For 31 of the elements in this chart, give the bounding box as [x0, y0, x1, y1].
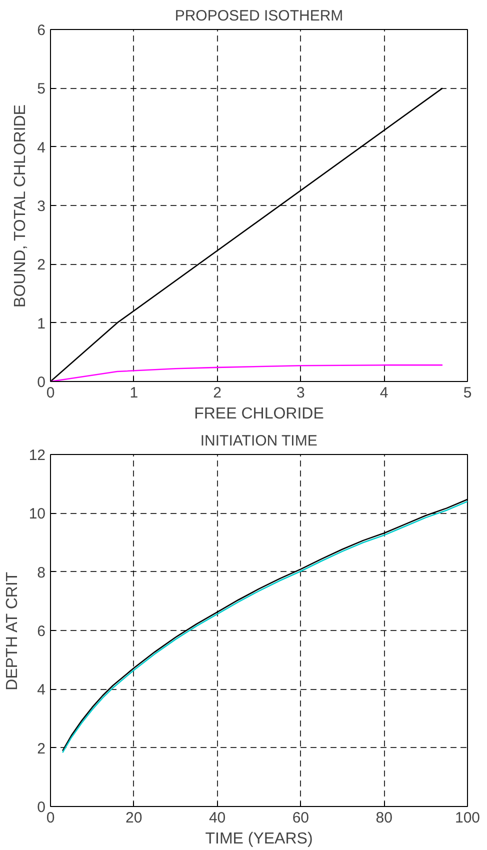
x-tick-label: 4 [380, 384, 388, 402]
chart-title: INITIATION TIME [200, 432, 318, 450]
x-tick-label: 1 [130, 384, 138, 402]
y-tick-label: 6 [37, 623, 46, 640]
y-tick-label: 8 [37, 564, 46, 582]
y-tick-label: 4 [37, 682, 46, 699]
x-tick-label: 40 [208, 810, 226, 826]
y-tick-label: 0 [37, 374, 46, 391]
x-tick-label: 60 [292, 810, 310, 826]
y-tick-label: 10 [28, 506, 46, 523]
y-tick-label: 12 [28, 447, 46, 464]
x-tick-label: 80 [376, 810, 392, 826]
x-axis-title: FREE CHLORIDE [194, 406, 324, 422]
x-tick-label: 2 [213, 384, 222, 402]
y-axis-title: DEPTH AT CRIT [4, 572, 21, 690]
y-tick-label: 0 [37, 799, 46, 816]
line-series [50, 364, 444, 382]
y-tick-label: 2 [37, 740, 46, 758]
y-tick-label: 4 [37, 139, 46, 156]
y-tick-label: 3 [37, 198, 46, 215]
x-tick-label: 100 [454, 810, 480, 826]
y-tick-label: 2 [37, 256, 46, 274]
x-axis-title: TIME (YEARS) [205, 830, 313, 848]
chart-title: PROPOSED ISOTHERM [174, 8, 344, 24]
y-tick-label: 6 [37, 22, 46, 39]
y-axis-title: BOUND, TOTAL CHLORIDE [12, 104, 30, 308]
x-tick-label: 5 [463, 384, 472, 402]
x-tick-label: 3 [296, 384, 305, 402]
y-tick-label: 1 [37, 315, 46, 332]
x-tick-label: 20 [126, 810, 142, 826]
y-tick-label: 5 [37, 80, 46, 98]
